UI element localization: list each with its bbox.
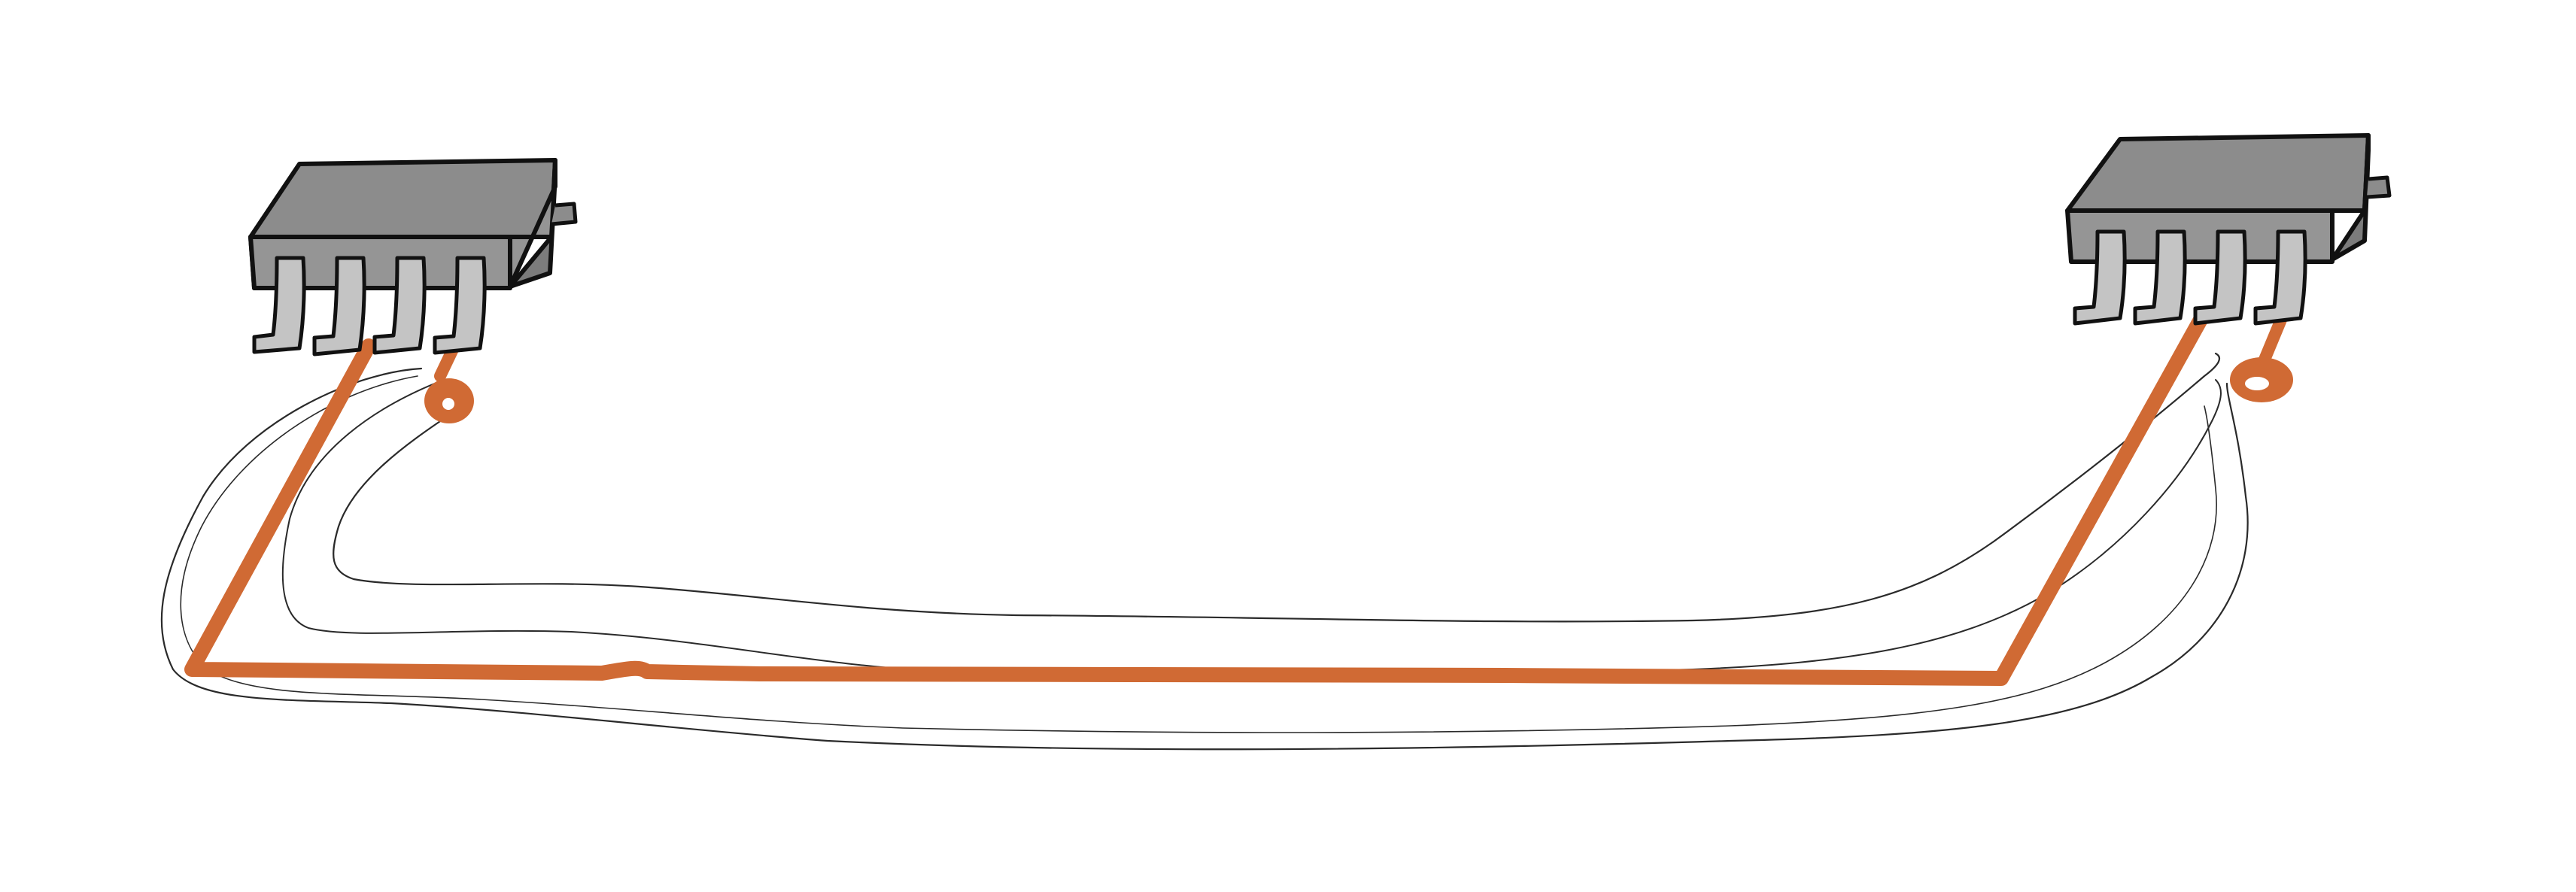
soic-chip-icon [248, 158, 578, 356]
sketch-outline-inner [333, 352, 2221, 623]
trace-path [184, 312, 2208, 686]
chip-pin-2 [2133, 229, 2187, 326]
chip-top-face [2065, 133, 2371, 213]
via-pad-right [2230, 357, 2293, 402]
chip-top-face [248, 158, 557, 239]
chip-notch [551, 202, 578, 226]
chip-body-edge [2065, 208, 2334, 264]
chip-pin-1 [252, 256, 306, 354]
chip-pin-4 [433, 256, 487, 355]
chip-pin-3 [372, 256, 427, 355]
chip-body-edge [248, 235, 512, 290]
sketch-outline-outer-2 [180, 375, 2217, 733]
trace-stub-right [2259, 314, 2287, 366]
chip-side-face [2330, 133, 2371, 262]
chip-pin-2 [312, 256, 366, 356]
sketch-outline-outer [160, 367, 2249, 751]
chip-pin-1 [2073, 229, 2127, 326]
soic-chip-icon [2065, 133, 2392, 326]
chip-notch [2366, 175, 2392, 199]
chip-pins [252, 256, 487, 356]
via-pad-left [424, 378, 474, 423]
chip-pin-3 [2193, 229, 2247, 326]
chip-pins [2073, 229, 2307, 326]
chip-pin-4 [2253, 229, 2307, 326]
